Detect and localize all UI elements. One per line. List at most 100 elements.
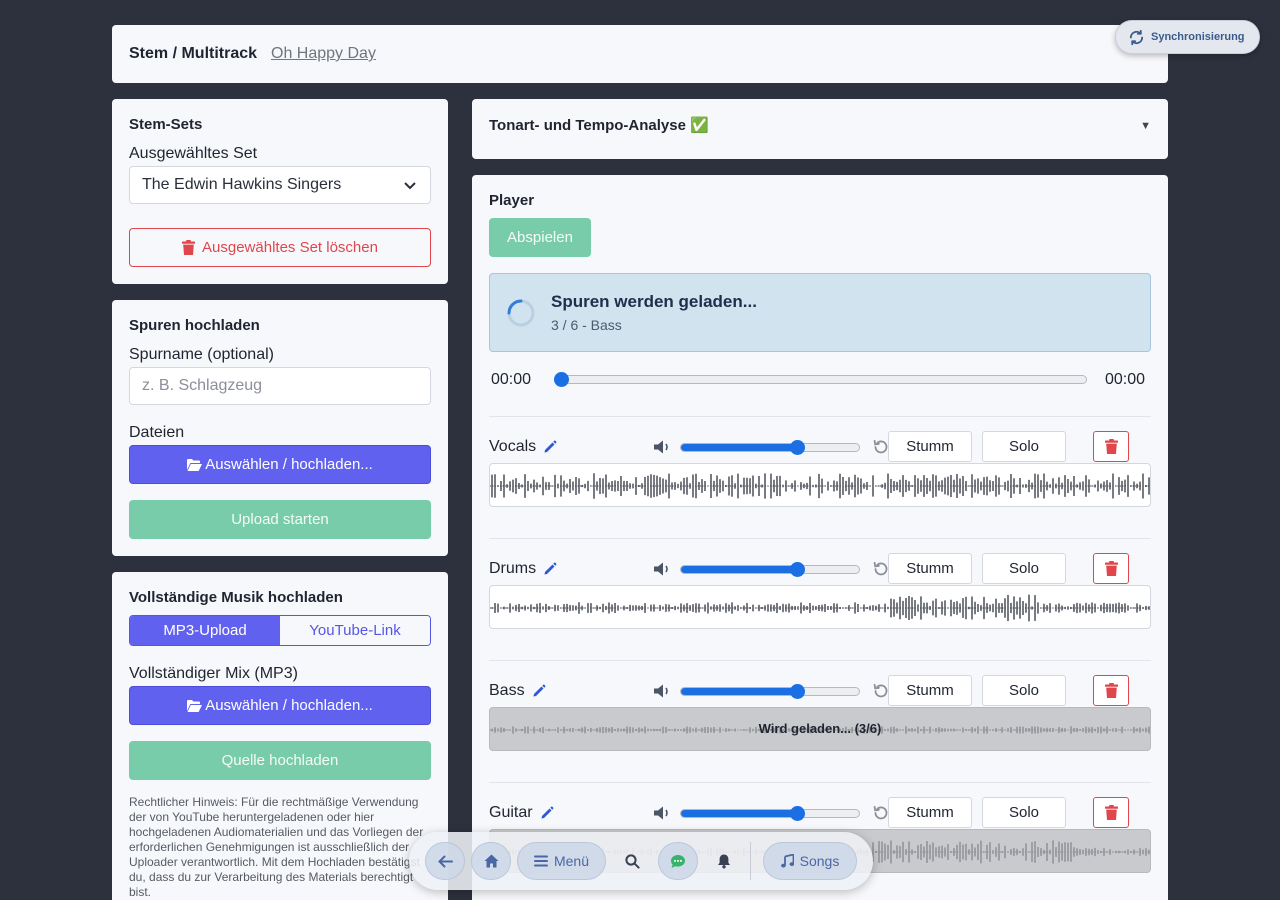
arrow-left-icon xyxy=(437,855,453,867)
upload-tracks-heading: Spuren hochladen xyxy=(129,317,260,334)
solo-button[interactable]: Solo xyxy=(982,553,1066,584)
start-upload-label: Upload starten xyxy=(231,511,329,528)
back-button[interactable] xyxy=(425,842,465,880)
speaker-icon[interactable] xyxy=(653,805,673,821)
delete-track-button[interactable] xyxy=(1093,797,1129,828)
sync-button[interactable]: Synchronisierung xyxy=(1115,20,1260,54)
choose-files-button[interactable]: Auswählen / hochladen... xyxy=(129,445,431,484)
waveform-graphic xyxy=(490,473,1150,499)
mute-button[interactable]: Stumm xyxy=(888,553,972,584)
track-name[interactable]: Guitar xyxy=(489,804,554,822)
search-button[interactable] xyxy=(612,842,652,880)
volume-fill xyxy=(681,444,797,451)
trash-icon xyxy=(1104,683,1118,698)
reset-icon[interactable] xyxy=(872,560,890,578)
seek-slider[interactable] xyxy=(554,372,1087,387)
pencil-icon[interactable] xyxy=(532,684,546,698)
play-button[interactable]: Abspielen xyxy=(489,218,591,257)
waveform[interactable] xyxy=(489,585,1151,629)
volume-thumb[interactable] xyxy=(789,806,805,821)
track-name[interactable]: Vocals xyxy=(489,438,557,456)
play-label: Abspielen xyxy=(507,229,573,246)
reset-icon[interactable] xyxy=(872,682,890,700)
trash-icon xyxy=(1104,805,1118,820)
bell-icon xyxy=(718,854,730,868)
time-total: 00:00 xyxy=(1105,371,1146,388)
legal-notice: Rechtlicher Hinweis: Für die rechtmäßige… xyxy=(129,795,424,899)
delete-track-button[interactable] xyxy=(1093,431,1129,462)
solo-button[interactable]: Solo xyxy=(982,431,1066,462)
expand-triangle-icon[interactable]: ▼ xyxy=(1140,120,1151,132)
menu-button[interactable]: Menü xyxy=(517,842,606,880)
volume-thumb[interactable] xyxy=(789,440,805,455)
reset-icon[interactable] xyxy=(872,438,890,456)
page-title: Stem / Multitrack xyxy=(129,45,258,62)
volume-thumb[interactable] xyxy=(789,684,805,699)
mute-button[interactable]: Stumm xyxy=(888,431,972,462)
upload-source-button[interactable]: Quelle hochladen xyxy=(129,741,431,780)
songs-button[interactable]: Songs xyxy=(763,842,857,880)
speaker-icon[interactable] xyxy=(653,439,673,455)
track-name[interactable]: Bass xyxy=(489,682,546,700)
solo-button[interactable]: Solo xyxy=(982,675,1066,706)
delete-set-button[interactable]: Ausgewähltes Set löschen xyxy=(129,228,431,267)
home-button[interactable] xyxy=(471,842,511,880)
pencil-icon[interactable] xyxy=(543,440,557,454)
delete-set-label: Ausgewähltes Set löschen xyxy=(202,239,378,256)
mute-button[interactable]: Stumm xyxy=(888,797,972,828)
home-icon xyxy=(484,854,498,868)
bottom-nav: Menü Songs xyxy=(409,832,873,890)
waveform-graphic xyxy=(490,726,1150,734)
stem-sets-heading: Stem-Sets xyxy=(129,116,203,133)
choose-mix-button[interactable]: Auswählen / hochladen... xyxy=(129,686,431,725)
waveform[interactable]: Wird geladen... (3/6) xyxy=(489,707,1151,751)
sync-icon xyxy=(1129,29,1144,45)
loading-status: Spuren werden geladen... 3 / 6 - Bass xyxy=(489,273,1151,352)
loading-title: Spuren werden geladen... xyxy=(551,292,757,311)
speaker-icon[interactable] xyxy=(653,683,673,699)
sync-label: Synchronisierung xyxy=(1151,31,1245,43)
seek-thumb[interactable] xyxy=(554,372,569,387)
track-name-input[interactable] xyxy=(129,367,431,405)
folder-open-icon xyxy=(187,699,203,712)
pencil-icon[interactable] xyxy=(540,806,554,820)
track-row: Bass Stumm Solo Wird geladen... (3/6) xyxy=(489,660,1151,782)
volume-fill xyxy=(681,688,797,695)
mute-button[interactable]: Stumm xyxy=(888,675,972,706)
selected-set-label: Ausgewähltes Set xyxy=(129,145,258,162)
trash-icon xyxy=(1104,439,1118,454)
chat-button[interactable] xyxy=(658,842,698,880)
volume-slider[interactable] xyxy=(680,562,860,577)
start-upload-button[interactable]: Upload starten xyxy=(129,500,431,539)
tab-youtube-link[interactable]: YouTube-Link xyxy=(280,616,430,645)
volume-slider[interactable] xyxy=(680,440,860,455)
full-mix-card: Vollständige Musik hochladen MP3-Upload … xyxy=(112,572,448,900)
track-name-label: Vocals xyxy=(489,438,537,455)
tab-mp3-upload[interactable]: MP3-Upload xyxy=(130,616,280,645)
menu-icon xyxy=(533,855,548,867)
delete-track-button[interactable] xyxy=(1093,675,1129,706)
chevron-down-icon xyxy=(404,182,416,190)
waveform[interactable] xyxy=(489,463,1151,507)
track-name-label: Bass xyxy=(489,682,525,699)
reset-icon[interactable] xyxy=(872,804,890,822)
songs-label: Songs xyxy=(799,853,840,869)
delete-track-button[interactable] xyxy=(1093,553,1129,584)
notifications-button[interactable] xyxy=(704,842,744,880)
volume-slider[interactable] xyxy=(680,684,860,699)
volume-slider[interactable] xyxy=(680,806,860,821)
choose-mix-label: Auswählen / hochladen... xyxy=(205,697,373,714)
stem-set-select[interactable]: The Edwin Hawkins Singers xyxy=(129,166,431,204)
waveform-graphic xyxy=(490,594,1150,622)
volume-thumb[interactable] xyxy=(789,562,805,577)
song-link[interactable]: Oh Happy Day xyxy=(271,45,376,62)
track-name[interactable]: Drums xyxy=(489,560,557,578)
speaker-icon[interactable] xyxy=(653,561,673,577)
music-note-icon xyxy=(780,854,794,868)
pencil-icon[interactable] xyxy=(543,562,557,576)
track-name-label: Drums xyxy=(489,560,537,577)
solo-button[interactable]: Solo xyxy=(982,797,1066,828)
player-heading: Player xyxy=(489,192,535,209)
analysis-card[interactable]: Tonart- und Tempo-Analyse ✅ ▼ xyxy=(472,99,1168,159)
trash-icon xyxy=(1104,561,1118,576)
